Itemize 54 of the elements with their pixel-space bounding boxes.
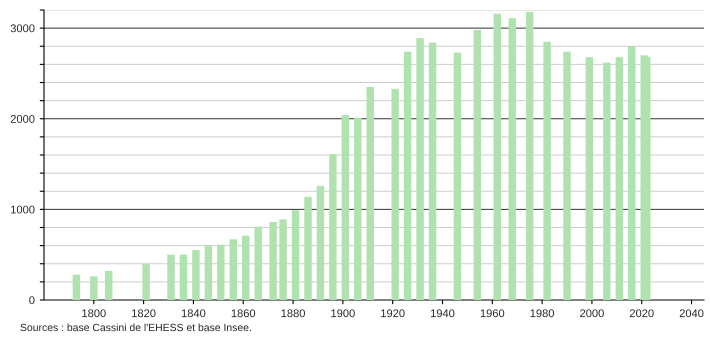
source-note: Sources : base Cassini de l'EHESS et base Insee.: [20, 323, 251, 332]
x-tick-label: 1900: [331, 309, 355, 318]
bar: [404, 52, 412, 300]
x-tick-label: 1840: [182, 309, 206, 318]
bar: [628, 46, 636, 300]
x-tick-label: 1960: [480, 309, 504, 318]
bar: [428, 42, 436, 300]
y-tick-label: 2000: [10, 115, 35, 123]
bar: [72, 274, 80, 300]
bar: [603, 62, 611, 300]
bar: [254, 226, 262, 300]
x-tick-label: 1940: [430, 309, 454, 318]
bar: [354, 118, 362, 300]
bar: [192, 250, 200, 300]
y-tick-label: 1000: [11, 206, 35, 214]
bar: [142, 264, 150, 300]
bar: [366, 87, 374, 300]
bar: [292, 210, 300, 300]
bar: [204, 246, 212, 300]
bar: [586, 57, 594, 300]
bar: [230, 239, 238, 300]
x-tick-label: 1800: [82, 309, 106, 318]
x-tick-label: 2000: [580, 309, 604, 318]
bar: [494, 14, 502, 300]
bar: [342, 115, 350, 300]
bar: [526, 12, 534, 300]
bar: [329, 154, 337, 300]
bar: [454, 52, 462, 300]
bar: [242, 236, 250, 300]
bar: [416, 38, 424, 300]
bar: [474, 30, 482, 300]
bar: [105, 271, 112, 300]
bar: [508, 18, 516, 300]
x-tick-label: 2020: [630, 309, 654, 318]
bar: [563, 52, 571, 300]
bar: [167, 254, 175, 300]
y-tick-label: 3000: [10, 24, 35, 32]
bar: [316, 186, 324, 300]
x-tick-label: 1920: [381, 309, 405, 318]
bar: [217, 244, 225, 300]
bar: [543, 42, 551, 300]
x-tick-label: 2040: [680, 309, 704, 318]
bar: [616, 57, 624, 300]
bar: [269, 222, 277, 300]
x-tick-label: 1980: [530, 309, 554, 318]
bar: [90, 276, 98, 300]
bar: [180, 254, 188, 300]
bar: [279, 219, 287, 300]
y-tick-label: 0: [29, 296, 35, 304]
bar: [391, 88, 399, 300]
x-tick-label: 1820: [132, 309, 156, 318]
x-tick-label: 1860: [232, 309, 256, 318]
bar: [304, 196, 312, 300]
x-tick-label: 1880: [282, 309, 305, 318]
